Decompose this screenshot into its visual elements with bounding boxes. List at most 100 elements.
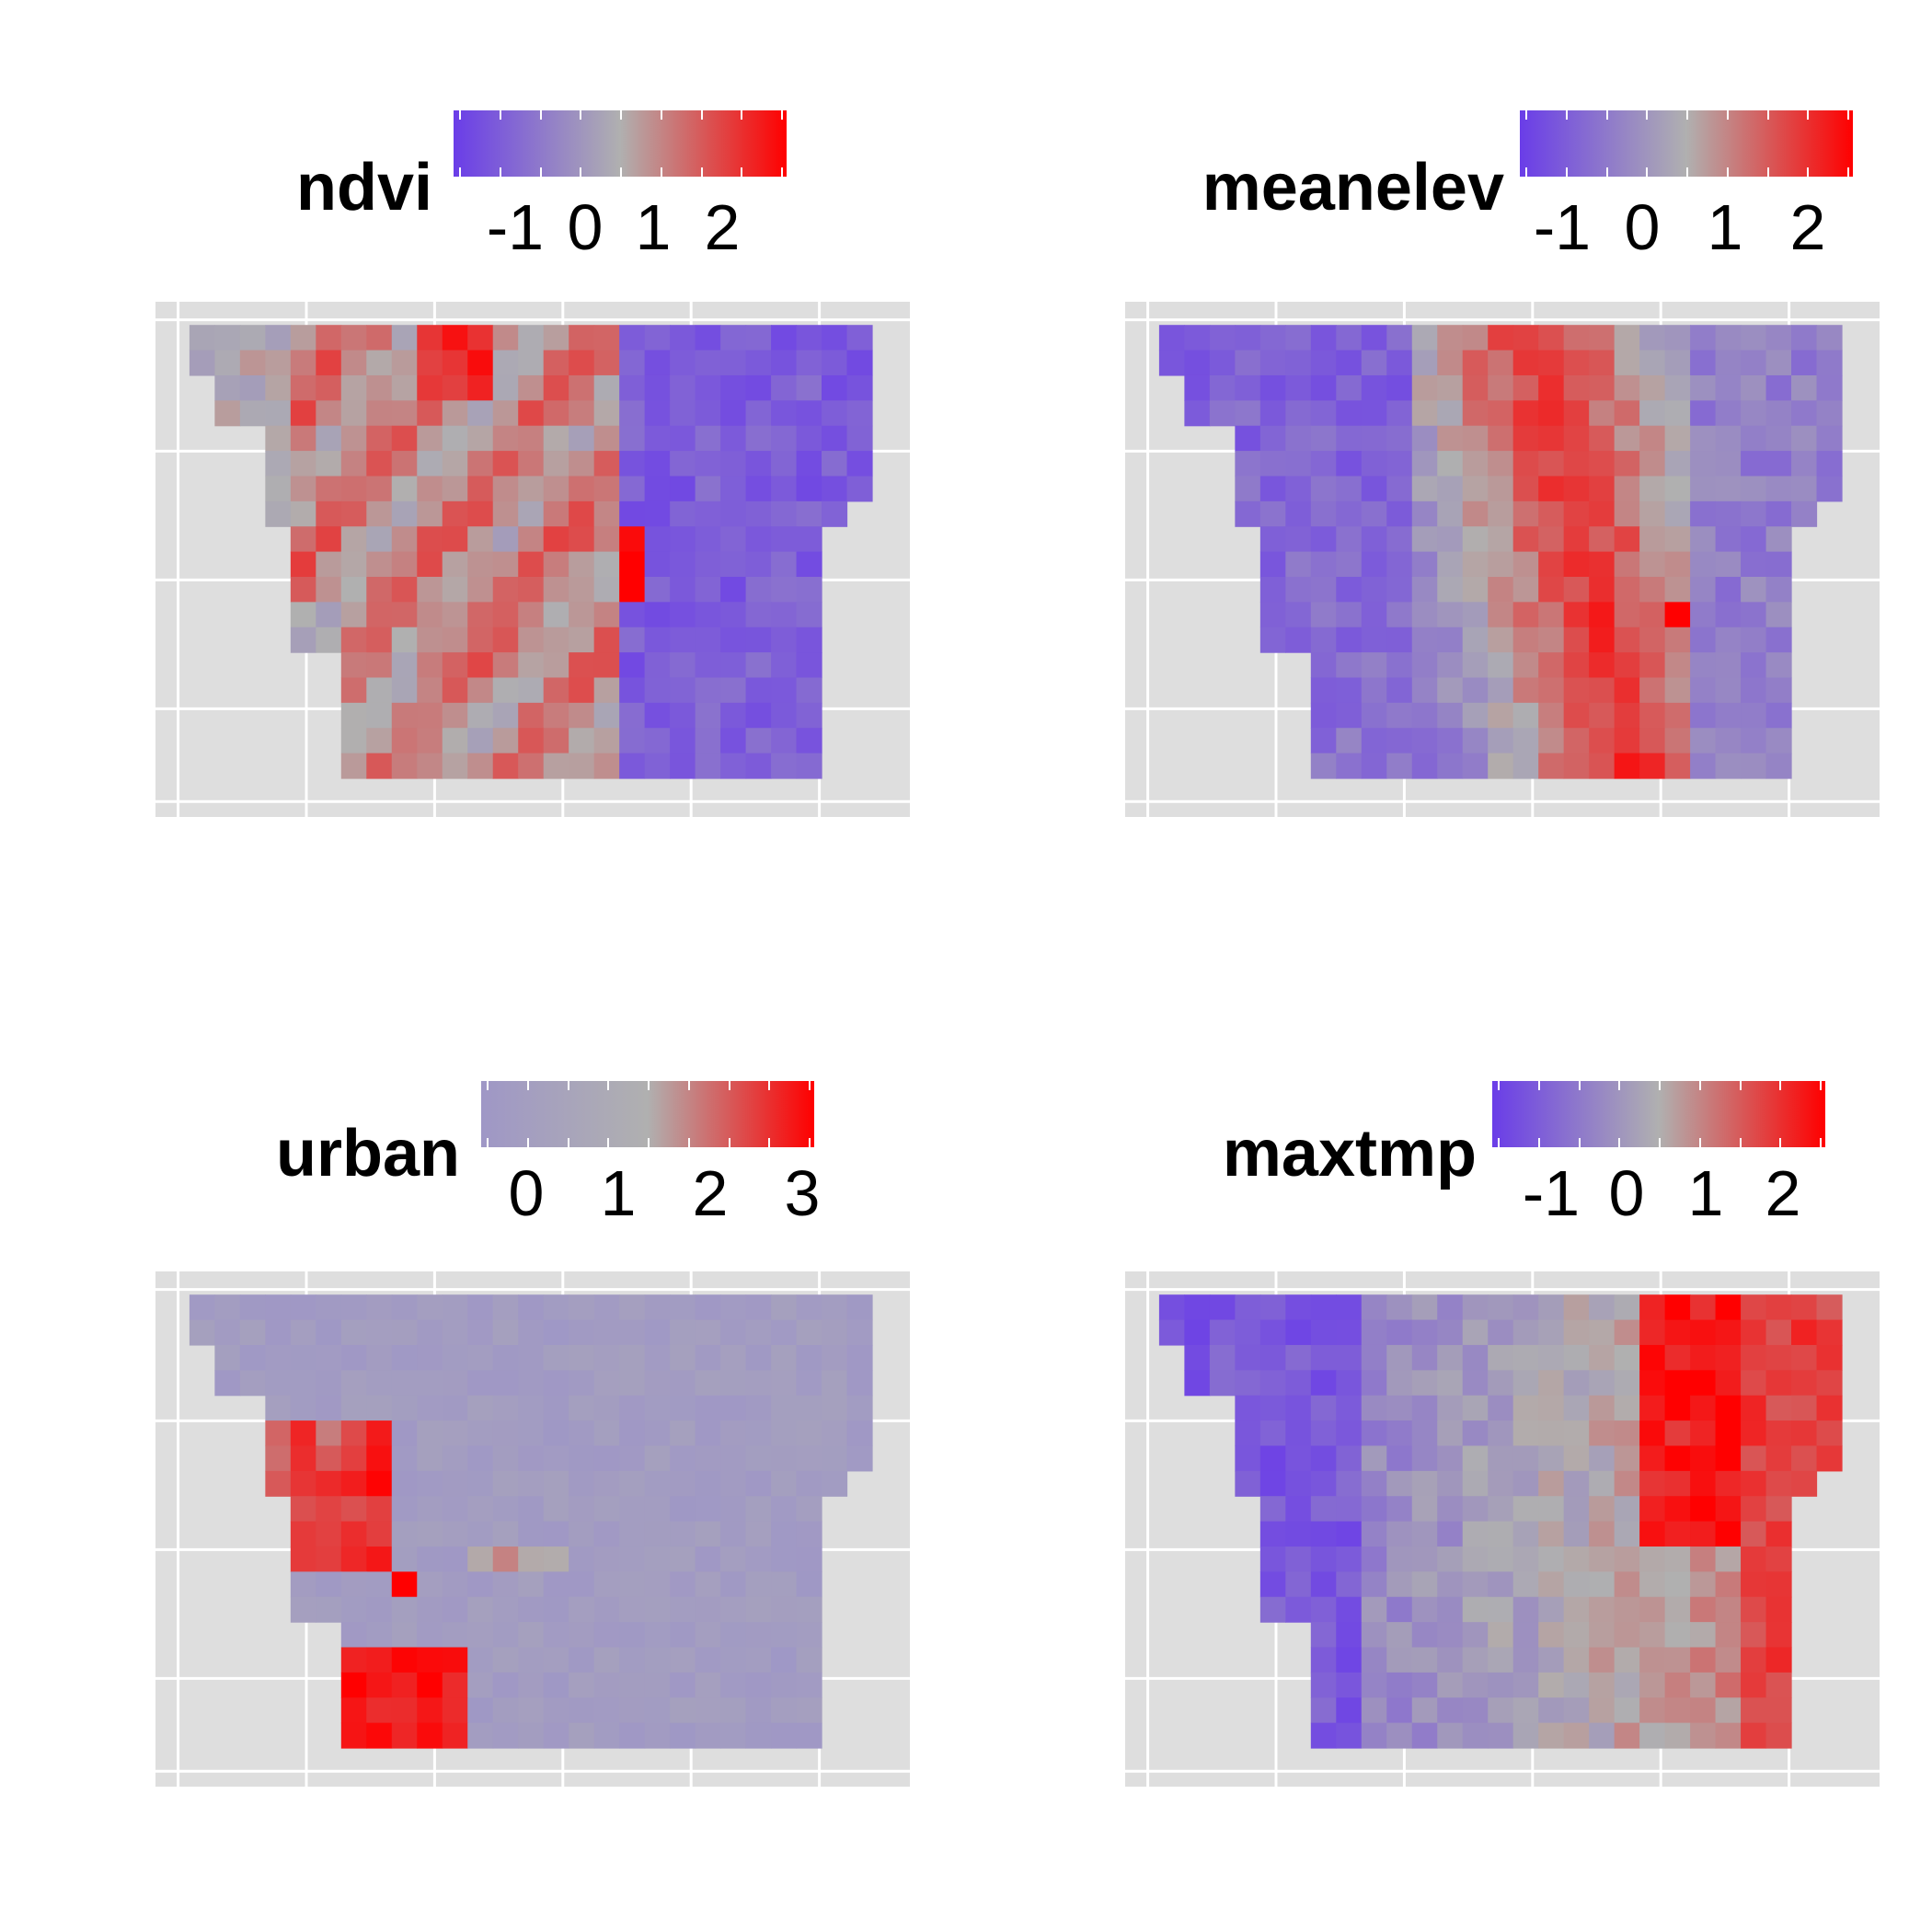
map-cell [1639,753,1666,779]
map-cell [569,602,595,628]
map-cell [1310,1496,1337,1523]
map-cell [846,425,873,452]
map-cell [543,652,569,679]
map-cell [796,576,822,603]
map-cell [1690,1697,1717,1724]
map-cell [1386,400,1413,427]
map-cell [366,425,393,452]
map-cell [1336,1420,1363,1447]
map-cell [417,627,443,653]
colorbar-tick-mark [687,1081,690,1090]
map-cell [1765,350,1792,376]
map-cell [593,350,620,376]
map-cell [316,551,342,578]
map-cell [442,702,468,729]
map-cell [543,500,569,527]
map-cell [569,1596,595,1623]
map-cell [745,400,772,427]
map-cell [1462,1722,1489,1749]
map-cell [771,451,798,477]
colorbar-tick-mark [539,110,542,120]
map-cell [796,1445,822,1472]
legend-tick-label: 0 [567,191,604,263]
map-cell [1765,1470,1792,1497]
map-cell [670,652,696,679]
map-cell [1310,1546,1337,1572]
map-cell [745,576,772,603]
map-cell [670,425,696,452]
map-cell [695,1344,721,1371]
map-cell [644,1445,671,1472]
map-cell [1361,1470,1387,1497]
map-cell [846,1294,873,1321]
map-cell [467,1319,494,1346]
map-cell [417,1294,443,1321]
map-cell [796,526,822,553]
map-cell [442,1697,468,1724]
map-cell [644,1596,671,1623]
map-cell [569,400,595,427]
map-cell [340,500,367,527]
map-cell [1690,425,1717,452]
map-cell [1741,627,1767,653]
map-cell [1361,374,1387,401]
map-cell [518,602,545,628]
map-cell [214,1370,241,1397]
map-cell [1741,702,1767,729]
map-cell [1639,576,1666,603]
map-cell [417,526,443,553]
map-cell [1563,1445,1590,1472]
map-cell [1614,677,1640,704]
map-cell [417,1622,443,1649]
map-cell [1563,1370,1590,1397]
map-cell [1310,1596,1337,1623]
map-cell [822,476,848,502]
map-cell [745,1496,772,1523]
map-cell [619,1395,646,1421]
map-cell [1664,1571,1691,1598]
map-cell [670,1445,696,1472]
map-cell [1259,1319,1286,1346]
map-cell [1462,1521,1489,1547]
colorbar-tick-mark [1605,110,1608,120]
map-cell [593,425,620,452]
map-cell [1437,753,1464,779]
map-cell [1259,350,1286,376]
map-cell [1765,451,1792,477]
map-cell [1715,1647,1742,1673]
map-cell [593,1445,620,1472]
map-cell [1259,1370,1286,1397]
colorbar-tick-mark [660,167,662,177]
map-cell [1386,1521,1413,1547]
map-cell [644,1546,671,1572]
map-cell [1361,728,1387,754]
map-cell [745,551,772,578]
map-cell [846,1445,873,1472]
map-cell [1361,551,1387,578]
map-cell [1512,350,1539,376]
colorbar-tick-mark [1578,1138,1581,1147]
map-cell [492,702,519,729]
map-cell [290,551,316,578]
map-cell [1386,1546,1413,1572]
map-cell [1336,1722,1363,1749]
map-cell [1285,374,1312,401]
map-cell [518,1496,545,1523]
map-cell [1639,500,1666,527]
map-cell [417,1395,443,1421]
map-cell [189,1294,215,1321]
map-cell [593,1470,620,1497]
map-cell [1741,753,1767,779]
map-cell [340,1496,367,1523]
map-cell [1538,652,1565,679]
map-cell [1614,526,1640,553]
map-cell [1589,677,1616,704]
map-cell [1336,500,1363,527]
map-cell [265,400,292,427]
map-cell [1488,425,1514,452]
map-cell [1411,400,1438,427]
map-cell [1411,500,1438,527]
map-cell [492,576,519,603]
map-cell [1488,1496,1514,1523]
map-cell [290,1319,316,1346]
